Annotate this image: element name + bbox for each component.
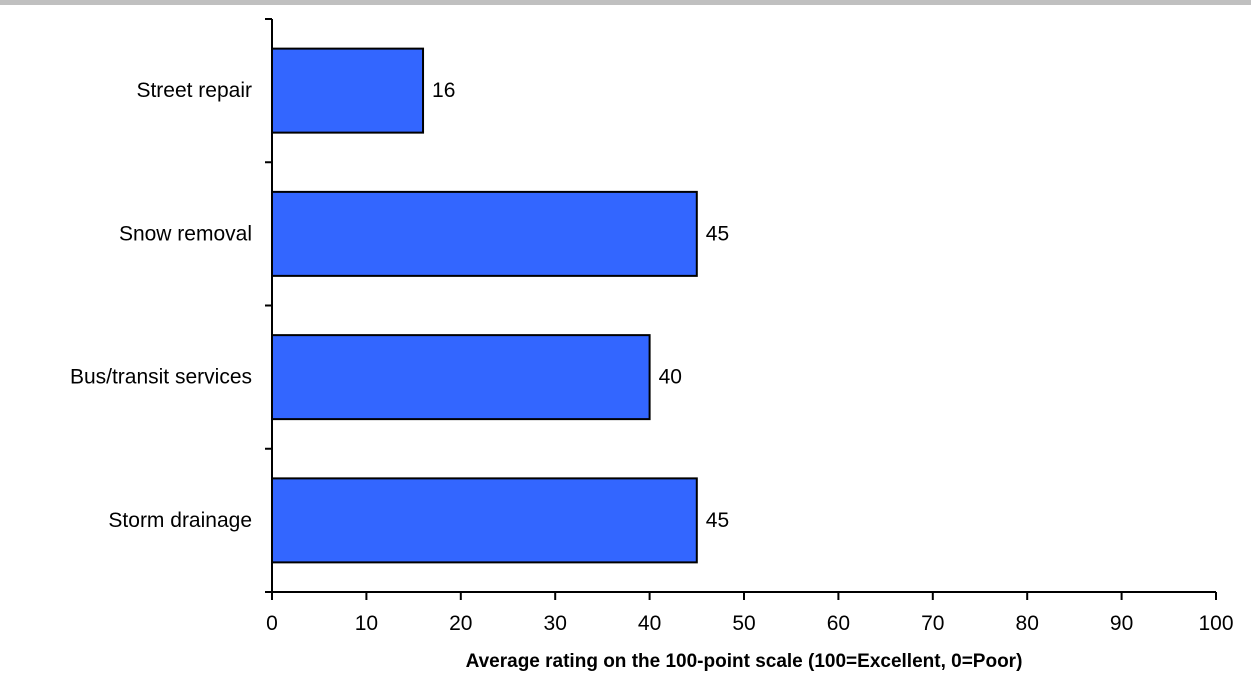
x-tick-label-8: 80 bbox=[1016, 612, 1039, 635]
x-tick-label-1: 10 bbox=[355, 612, 378, 635]
bar-3 bbox=[271, 477, 698, 564]
x-tick-label-2: 20 bbox=[449, 612, 472, 635]
category-label-0: Street repair bbox=[136, 79, 252, 102]
bar-1 bbox=[271, 190, 698, 277]
x-axis-title: Average rating on the 100-point scale (1… bbox=[466, 651, 1023, 672]
x-tick-label-6: 60 bbox=[827, 612, 850, 635]
x-tick-label-4: 40 bbox=[638, 612, 661, 635]
data-label-2: 40 bbox=[659, 366, 682, 389]
bars-layer bbox=[271, 47, 698, 564]
x-tick-label-3: 30 bbox=[544, 612, 567, 635]
category-label-3: Storm drainage bbox=[108, 509, 252, 532]
category-label-2: Bus/transit services bbox=[70, 366, 252, 389]
x-tick-label-9: 90 bbox=[1110, 612, 1133, 635]
x-tick-label-10: 100 bbox=[1198, 612, 1233, 635]
x-tick-label-5: 50 bbox=[732, 612, 755, 635]
x-tick-label-0: 0 bbox=[266, 612, 278, 635]
x-tick-label-7: 70 bbox=[921, 612, 944, 635]
data-label-3: 45 bbox=[706, 509, 729, 532]
bar-2 bbox=[271, 334, 651, 421]
bar-0 bbox=[271, 47, 425, 134]
category-label-1: Snow removal bbox=[119, 222, 252, 245]
data-label-0: 16 bbox=[432, 79, 455, 102]
axis-layer bbox=[265, 18, 1217, 600]
top-rule bbox=[0, 0, 1251, 5]
labels-layer: Street repair 16 Snow removal 45 Bus/transit… bbox=[70, 79, 1234, 635]
data-label-1: 45 bbox=[706, 222, 729, 245]
